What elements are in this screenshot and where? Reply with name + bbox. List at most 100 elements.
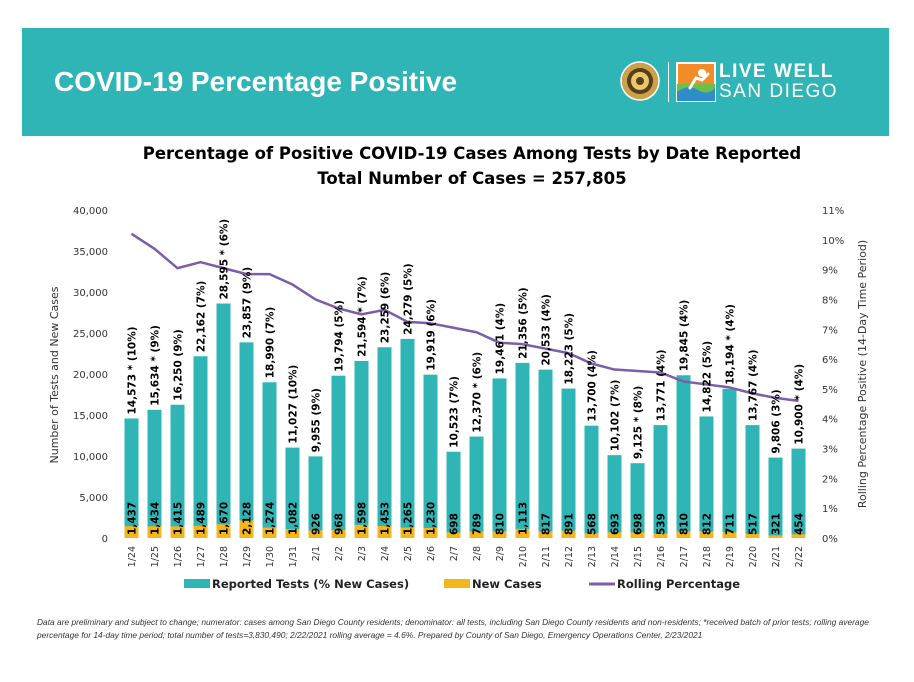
rolling-percentage-line — [130, 232, 799, 403]
tests-bar — [584, 425, 599, 538]
tests-data-label: 19,794 (5%) — [334, 300, 346, 372]
live-well-logo-text: LIVE WELL SAN DIEGO — [719, 62, 838, 102]
y-tick-label: 5,000 — [79, 493, 108, 504]
y2-tick-label: 1% — [822, 504, 838, 515]
chart-title: Percentage of Positive COVID-19 Cases Am… — [143, 144, 801, 163]
new-cases-data-label: 810 — [679, 513, 691, 535]
new-cases-bar — [584, 533, 599, 538]
y2-tick-label: 11% — [822, 206, 844, 217]
new-cases-data-label: 1,670 — [219, 502, 231, 535]
tests-bar — [722, 388, 737, 538]
y-tick-label: 25,000 — [73, 329, 108, 340]
tests-bar — [699, 416, 714, 538]
tests-bar — [262, 382, 277, 538]
new-cases-data-label: 1,274 — [265, 502, 277, 535]
new-cases-data-label: 810 — [495, 513, 507, 535]
new-cases-data-label: 1,453 — [380, 502, 392, 535]
tests-data-label: 18,990 (7%) — [265, 307, 277, 379]
new-cases-bar — [469, 531, 484, 538]
new-cases-data-label: 698 — [449, 513, 461, 535]
x-tick-label: 1/26 — [173, 546, 184, 567]
new-cases-data-label: 517 — [748, 513, 760, 535]
y-axis-label: Number of Tests and New Cases — [48, 286, 61, 463]
tests-bar — [285, 447, 300, 538]
new-cases-data-label: 968 — [334, 513, 346, 535]
x-tick-label: 2/1 — [311, 546, 322, 561]
tests-bar — [147, 409, 162, 538]
new-cases-bar — [607, 532, 622, 538]
x-tick-label: 1/29 — [242, 546, 253, 567]
tests-bar — [400, 338, 415, 538]
logo-divider — [668, 62, 669, 102]
tests-data-label: 11,027 (10%) — [288, 365, 300, 444]
y-tick-label: 30,000 — [73, 288, 108, 299]
x-tick-label: 2/11 — [541, 546, 552, 567]
tests-data-label: 18,194 * (4%) — [725, 304, 737, 385]
new-cases-data-label: 1,265 — [403, 502, 415, 535]
y2-tick-label: 9% — [822, 266, 838, 277]
tests-bar — [331, 375, 346, 538]
tests-data-label: 23,259 (6%) — [380, 272, 392, 344]
y2-tick-label: 6% — [822, 355, 838, 366]
new-cases-data-label: 812 — [702, 513, 714, 535]
tests-bar — [515, 362, 530, 538]
x-tick-label: 2/22 — [794, 546, 805, 567]
new-cases-bar — [377, 526, 392, 538]
y2-tick-label: 2% — [822, 474, 838, 485]
x-tick-label: 1/31 — [288, 546, 299, 567]
tests-data-label: 24,279 (5%) — [403, 263, 415, 335]
x-tick-label: 2/9 — [495, 546, 506, 561]
tests-bar — [377, 347, 392, 538]
new-cases-data-label: 698 — [633, 513, 645, 535]
new-cases-bar — [170, 526, 185, 538]
tests-data-label: 13,700 (4%) — [587, 350, 599, 422]
tests-data-label: 14,573 * (10%) — [127, 326, 139, 414]
new-cases-data-label: 568 — [587, 513, 599, 535]
x-tick-label: 2/6 — [426, 546, 437, 561]
y2-tick-label: 7% — [822, 325, 838, 336]
tests-data-label: 19,461 (4%) — [495, 303, 507, 375]
x-tick-label: 2/20 — [748, 546, 759, 567]
x-tick-label: 1/24 — [127, 546, 138, 567]
y-tick-label: 10,000 — [73, 452, 108, 463]
new-cases-data-label: 1,415 — [173, 502, 185, 535]
tests-data-label: 21,594 * (7%) — [357, 276, 369, 357]
x-tick-label: 2/16 — [656, 546, 667, 567]
tests-bar — [745, 425, 760, 538]
new-cases-bar — [193, 525, 208, 538]
x-tick-label: 1/28 — [219, 546, 230, 567]
x-tick-label: 2/3 — [357, 546, 368, 561]
y-tick-label: 40,000 — [73, 206, 108, 217]
tests-data-label: 10,102 (7%) — [610, 380, 622, 452]
x-tick-label: 2/15 — [633, 546, 644, 567]
county-seal-icon — [620, 61, 660, 101]
new-cases-data-label: 2,128 — [242, 502, 254, 535]
tests-data-label: 18,223 (5%) — [564, 313, 576, 385]
y-tick-label: 20,000 — [73, 370, 108, 381]
tests-data-label: 9,955 (9%) — [311, 388, 323, 452]
new-cases-bar — [262, 527, 277, 538]
new-cases-bar — [722, 532, 737, 538]
new-cases-bar — [331, 530, 346, 538]
x-tick-label: 2/4 — [380, 546, 391, 561]
new-cases-bar — [515, 528, 530, 538]
tests-data-label: 22,162 (7%) — [196, 281, 208, 353]
tests-bar — [768, 457, 783, 538]
tests-data-label: 23,857 (9%) — [242, 267, 254, 339]
new-cases-data-label: 789 — [472, 513, 484, 535]
legend-new-cases-label: New Cases — [472, 577, 542, 591]
legend-new-cases-swatch — [444, 579, 470, 588]
tests-bar — [216, 303, 231, 538]
new-cases-bar — [791, 534, 806, 538]
tests-data-label: 15,634 * (9%) — [150, 325, 162, 406]
y2-tick-label: 4% — [822, 415, 838, 426]
new-cases-data-label: 926 — [311, 513, 323, 535]
tests-data-label: 28,595 * (6%) — [219, 219, 231, 300]
x-tick-label: 2/8 — [472, 546, 483, 561]
tests-bar — [446, 451, 461, 538]
x-tick-label: 2/12 — [564, 546, 575, 567]
tests-data-label: 12,370 * (6%) — [472, 352, 484, 433]
y2-tick-label: 5% — [822, 385, 838, 396]
tests-data-label: 19,919 (6%) — [426, 299, 438, 371]
y2-tick-label: 10% — [822, 236, 844, 247]
